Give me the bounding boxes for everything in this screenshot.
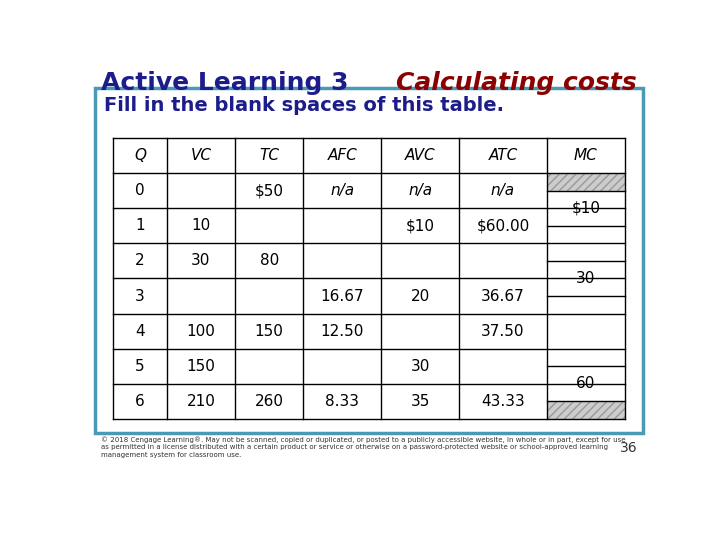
Text: 5: 5 bbox=[135, 359, 145, 374]
Text: ATC: ATC bbox=[488, 148, 518, 163]
Text: 260: 260 bbox=[255, 394, 284, 409]
Text: AFC: AFC bbox=[328, 148, 357, 163]
Text: 30: 30 bbox=[576, 271, 595, 286]
Text: 20: 20 bbox=[410, 288, 430, 303]
Bar bbox=[94, 88, 644, 433]
Text: 100: 100 bbox=[186, 323, 215, 339]
Text: 36: 36 bbox=[619, 441, 637, 455]
Text: n/a: n/a bbox=[330, 183, 354, 198]
Text: 8.33: 8.33 bbox=[325, 394, 359, 409]
Text: $10: $10 bbox=[405, 218, 435, 233]
Text: $60.00: $60.00 bbox=[477, 218, 530, 233]
Text: 43.33: 43.33 bbox=[481, 394, 525, 409]
Text: 30: 30 bbox=[192, 253, 211, 268]
Text: AVC: AVC bbox=[405, 148, 436, 163]
Text: Fill in the blank spaces of this table.: Fill in the blank spaces of this table. bbox=[104, 96, 504, 114]
Text: VC: VC bbox=[190, 148, 212, 163]
Text: 10: 10 bbox=[192, 218, 210, 233]
Text: 1: 1 bbox=[135, 218, 145, 233]
Text: 150: 150 bbox=[255, 323, 284, 339]
Text: 16.67: 16.67 bbox=[320, 288, 364, 303]
Text: 210: 210 bbox=[186, 394, 215, 409]
Text: 80: 80 bbox=[259, 253, 279, 268]
Text: 35: 35 bbox=[410, 394, 430, 409]
Text: 3: 3 bbox=[135, 288, 145, 303]
Text: 6: 6 bbox=[135, 394, 145, 409]
Text: 60: 60 bbox=[576, 376, 595, 392]
Text: 2: 2 bbox=[135, 253, 145, 268]
Text: $10: $10 bbox=[571, 201, 600, 215]
Text: 4: 4 bbox=[135, 323, 145, 339]
Text: 37.50: 37.50 bbox=[481, 323, 525, 339]
Text: $50: $50 bbox=[255, 183, 284, 198]
Text: Q: Q bbox=[134, 148, 146, 163]
Text: MC: MC bbox=[574, 148, 598, 163]
Text: 36.67: 36.67 bbox=[481, 288, 525, 303]
Text: 0: 0 bbox=[135, 183, 145, 198]
Text: Active Learning 3: Active Learning 3 bbox=[101, 71, 348, 95]
Text: TC: TC bbox=[259, 148, 279, 163]
Bar bbox=[546, 401, 625, 419]
Text: 12.50: 12.50 bbox=[320, 323, 364, 339]
Text: 150: 150 bbox=[186, 359, 215, 374]
Text: Calculating costs: Calculating costs bbox=[397, 71, 637, 95]
Bar bbox=[546, 173, 625, 191]
Text: n/a: n/a bbox=[408, 183, 432, 198]
Text: © 2018 Cengage Learning®. May not be scanned, copied or duplicated, or posted to: © 2018 Cengage Learning®. May not be sca… bbox=[101, 436, 626, 457]
Text: n/a: n/a bbox=[491, 183, 515, 198]
Text: 30: 30 bbox=[410, 359, 430, 374]
